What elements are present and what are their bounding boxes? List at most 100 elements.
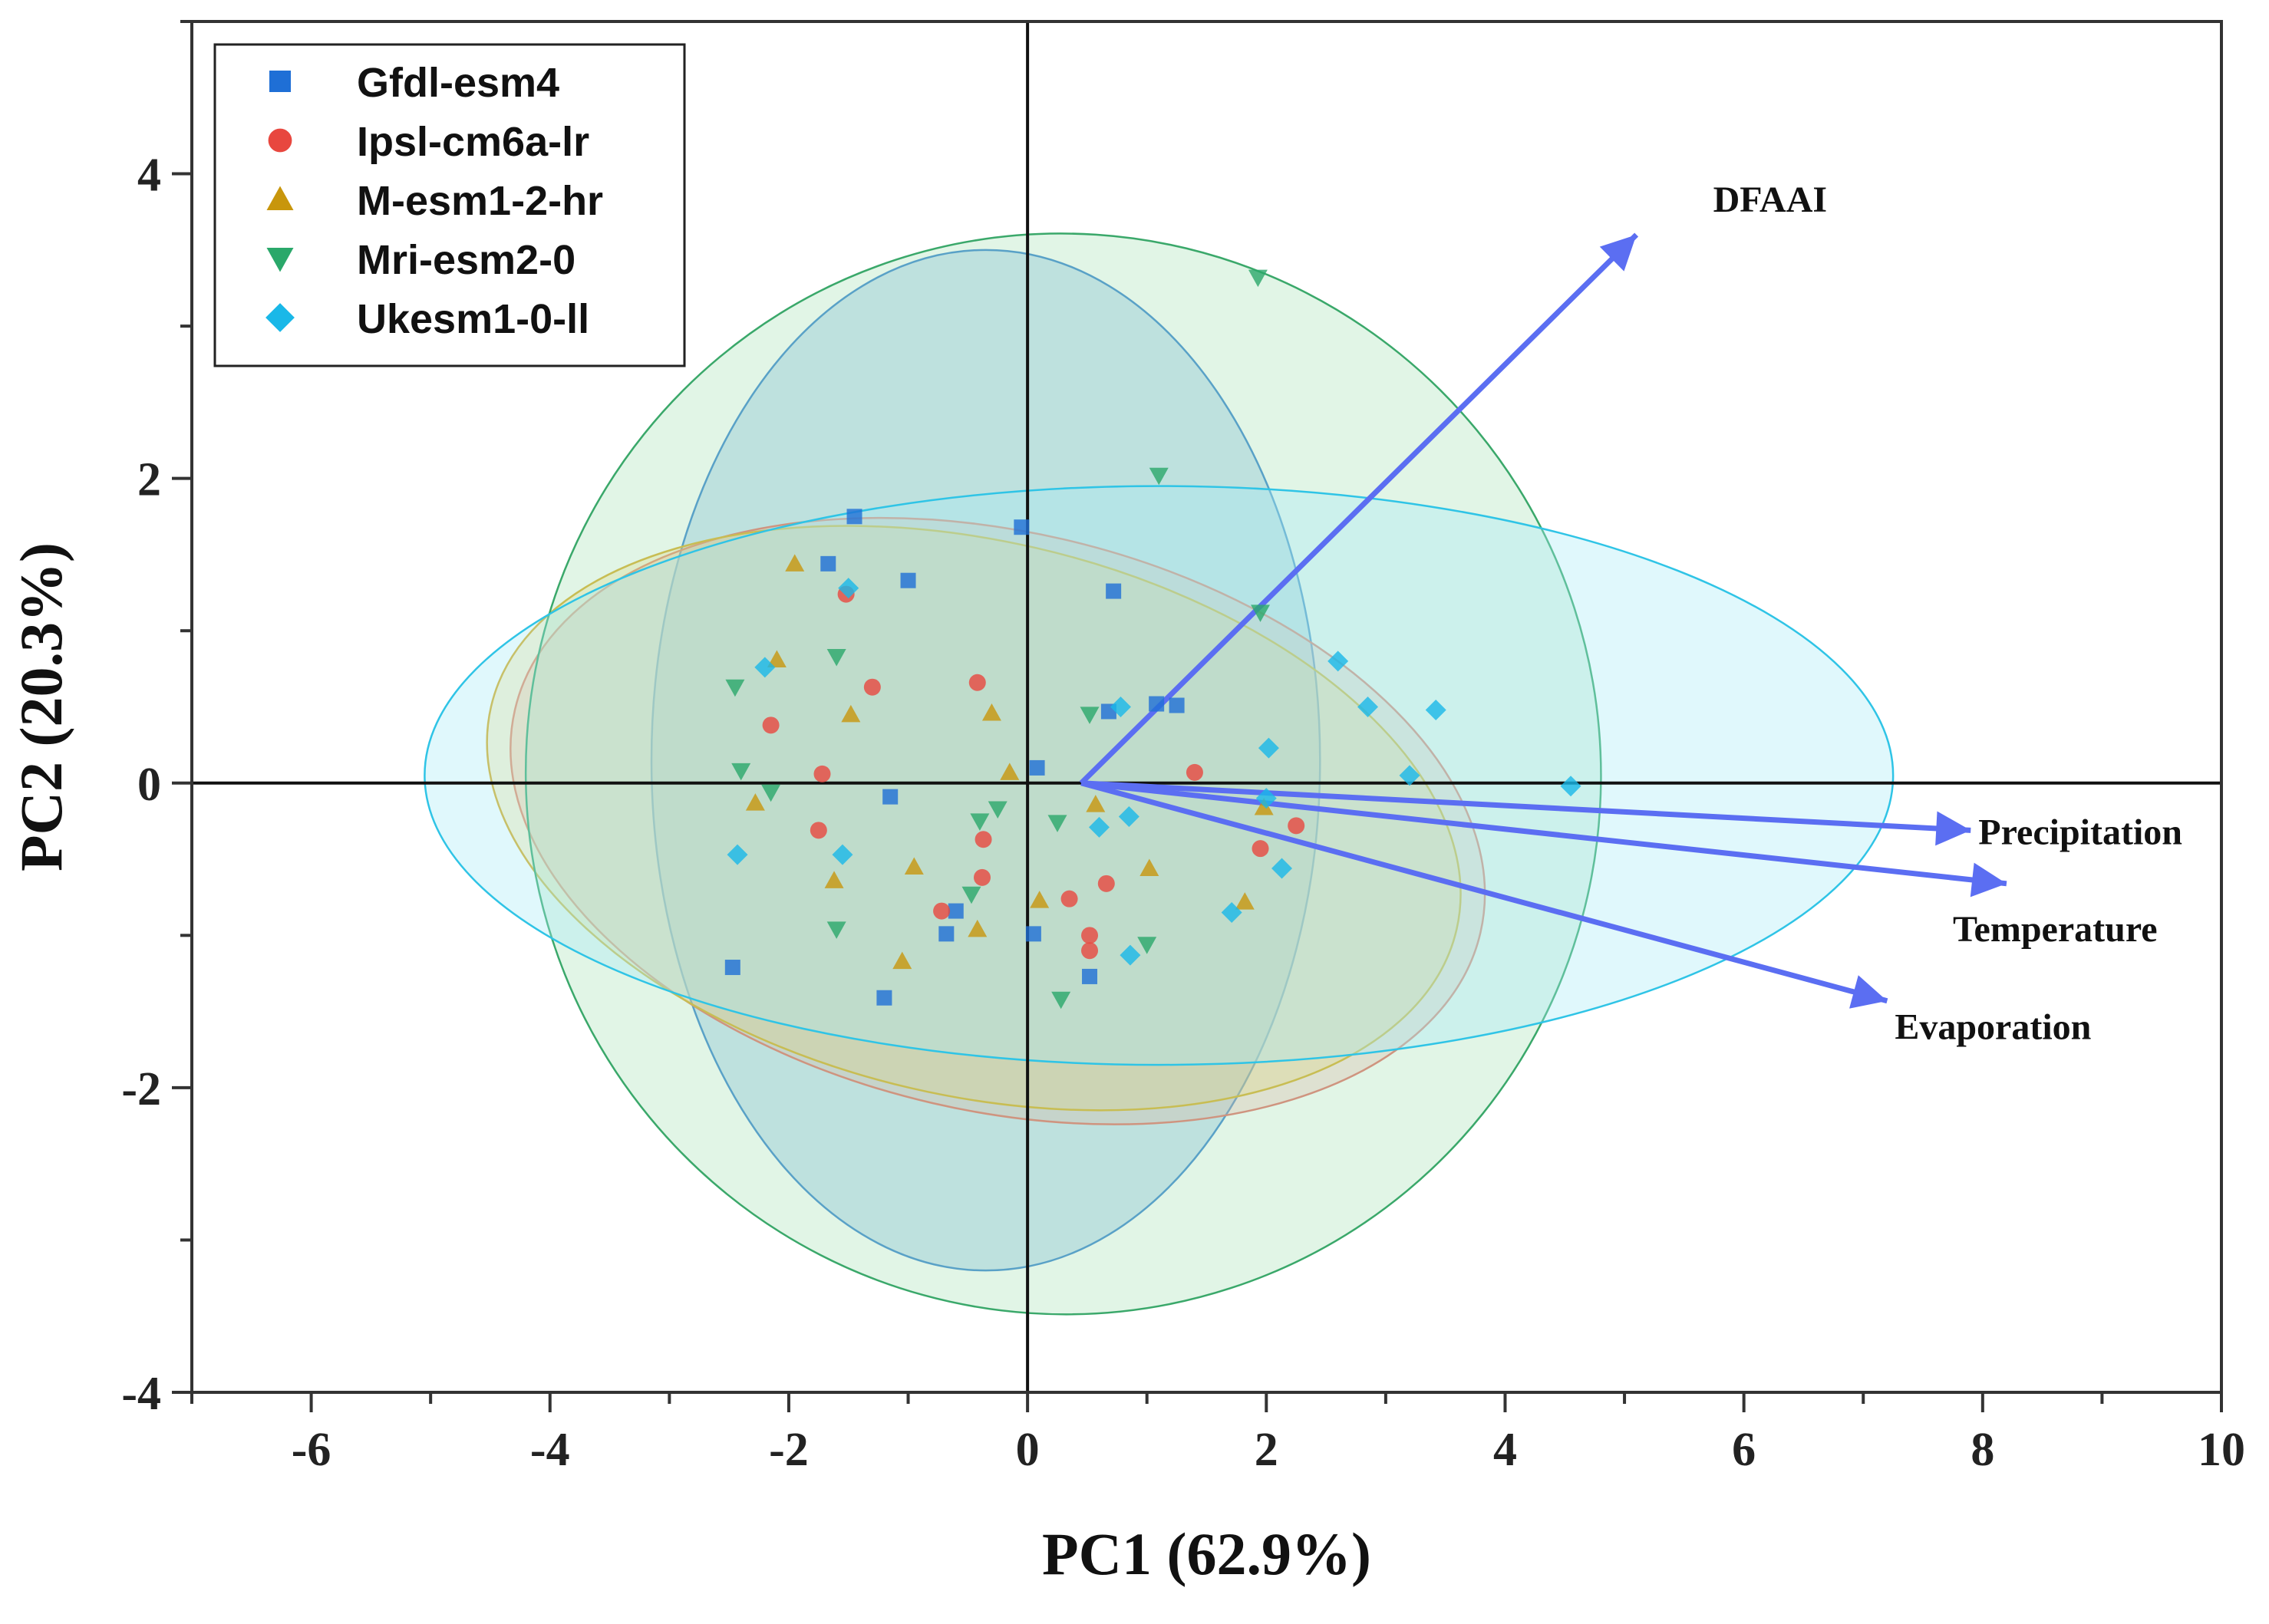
point-gfdl-esm4 xyxy=(1106,583,1122,599)
point-gfdl-esm4 xyxy=(1082,968,1098,984)
point-gfdl-esm4 xyxy=(900,572,916,588)
y-tick-label: 0 xyxy=(137,759,161,811)
point-ipsl-cm6a-lr xyxy=(762,716,780,734)
point-ukesm1-0-ll xyxy=(1399,765,1420,786)
point-gfdl-esm4 xyxy=(938,926,955,942)
point-mri-esm2-0 xyxy=(970,813,990,831)
point-mri-esm2-0 xyxy=(1248,269,1268,288)
x-tick-label: -6 xyxy=(292,1424,331,1476)
point-mri-esm2-0 xyxy=(725,679,745,697)
series-m-esm1-2-hr xyxy=(745,554,1274,970)
y-tick-label: 2 xyxy=(137,454,161,506)
x-tick-label: 4 xyxy=(1493,1424,1517,1476)
legend-marker-ipsl-cm6a-lr xyxy=(268,128,292,153)
x-tick-label: -2 xyxy=(769,1424,809,1476)
point-gfdl-esm4 xyxy=(846,509,862,525)
point-m-esm1-2-hr xyxy=(745,793,765,811)
legend-label-ukesm1-0-ll: Ukesm1-0-ll xyxy=(357,296,589,342)
plot-frame xyxy=(190,20,2223,1394)
legend-item-gfdl-esm4: Gfdl-esm4 xyxy=(269,60,559,106)
point-ukesm1-0-ll xyxy=(1110,697,1131,717)
loading-arrow-precipitation xyxy=(1080,780,1971,846)
point-mri-esm2-0 xyxy=(1149,467,1169,486)
y-tick-label: 4 xyxy=(137,150,161,202)
point-gfdl-esm4 xyxy=(1169,697,1185,713)
point-ipsl-cm6a-lr xyxy=(813,765,831,782)
x-tick-label: 2 xyxy=(1255,1424,1278,1476)
point-ipsl-cm6a-lr xyxy=(973,868,991,886)
point-m-esm1-2-hr xyxy=(1235,892,1255,910)
point-mri-esm2-0 xyxy=(988,801,1008,819)
point-gfdl-esm4 xyxy=(1025,926,1041,942)
point-mri-esm2-0 xyxy=(826,648,846,667)
point-m-esm1-2-hr xyxy=(1254,798,1274,815)
point-ukesm1-0-ll xyxy=(838,578,859,599)
legend-item-mri-esm2-0: Mri-esm2-0 xyxy=(266,237,575,283)
point-ukesm1-0-ll xyxy=(832,844,853,865)
ellipse-ukesm1-0-ll xyxy=(424,485,1895,1066)
point-m-esm1-2-hr xyxy=(841,704,861,723)
point-m-esm1-2-hr xyxy=(904,857,924,875)
ellipse-mri-esm2-0 xyxy=(524,232,1602,1316)
point-mri-esm2-0 xyxy=(961,886,981,904)
point-m-esm1-2-hr xyxy=(785,554,805,572)
loading-label-dfaai: DFAAI xyxy=(1713,180,1827,220)
loading-label-precipitation: Precipitation xyxy=(1978,812,2182,852)
ellipse-ipsl-cm6a-lr xyxy=(510,516,1486,1125)
point-ipsl-cm6a-lr xyxy=(975,831,992,848)
legend-marker-m-esm1-2-hr xyxy=(266,186,294,210)
y-axis-title: PC2 (20.3%) xyxy=(8,542,74,871)
point-ukesm1-0-ll xyxy=(1560,776,1581,797)
point-ipsl-cm6a-lr xyxy=(1288,817,1305,835)
point-ukesm1-0-ll xyxy=(727,844,748,865)
point-mri-esm2-0 xyxy=(731,763,751,781)
legend: Gfdl-esm4 Ipsl-cm6a-lr M-esm1-2-hr Mri-esm2… xyxy=(213,43,686,367)
point-ipsl-cm6a-lr xyxy=(863,678,881,696)
y-tick-label: -4 xyxy=(121,1368,161,1420)
point-ipsl-cm6a-lr xyxy=(1081,927,1099,944)
point-gfdl-esm4 xyxy=(724,960,740,976)
point-ipsl-cm6a-lr xyxy=(1252,840,1269,858)
point-m-esm1-2-hr xyxy=(824,871,844,888)
legend-label-gfdl-esm4: Gfdl-esm4 xyxy=(357,60,559,106)
point-m-esm1-2-hr xyxy=(1030,891,1050,908)
legend-marker-gfdl-esm4 xyxy=(269,71,291,92)
axis-ticks: -6 -4 -2 0 2 4 6 8 10 4 2 0 -2 -4 xyxy=(121,20,2245,1476)
point-m-esm1-2-hr xyxy=(767,650,787,667)
point-gfdl-esm4 xyxy=(820,555,836,572)
point-ukesm1-0-ll xyxy=(754,657,776,678)
x-tick-label: 8 xyxy=(1971,1424,1994,1476)
point-ipsl-cm6a-lr xyxy=(968,674,986,691)
legend-item-ipsl-cm6a-lr: Ipsl-cm6a-lr xyxy=(268,119,589,165)
point-ipsl-cm6a-lr xyxy=(810,822,827,839)
point-gfdl-esm4 xyxy=(1149,696,1165,712)
point-gfdl-esm4 xyxy=(948,903,964,919)
legend-marker-ukesm1-0-ll xyxy=(265,303,295,332)
loading-label-evaporation: Evaporation xyxy=(1895,1007,2091,1048)
point-ipsl-cm6a-lr xyxy=(1060,890,1078,908)
point-ipsl-cm6a-lr xyxy=(933,902,951,920)
point-mri-esm2-0 xyxy=(761,784,781,802)
x-tick-label: -4 xyxy=(530,1424,570,1476)
point-gfdl-esm4 xyxy=(1014,519,1030,535)
x-tick-label: 6 xyxy=(1732,1424,1756,1476)
x-axis-title: PC1 (62.9%) xyxy=(1042,1520,1371,1587)
point-m-esm1-2-hr xyxy=(981,703,1001,721)
point-ukesm1-0-ll xyxy=(1357,697,1379,717)
point-ukesm1-0-ll xyxy=(1271,858,1293,879)
series-ukesm1-0-ll xyxy=(727,578,1581,966)
data-points xyxy=(724,269,1581,1010)
loading-arrow-temperature xyxy=(1080,780,2007,898)
point-ukesm1-0-ll xyxy=(1120,944,1141,966)
loading-label-temperature: Temperature xyxy=(1953,909,2158,950)
loading-arrow-evaporation xyxy=(1080,780,1888,1009)
legend-label-mri-esm2-0: Mri-esm2-0 xyxy=(357,237,575,283)
point-ukesm1-0-ll xyxy=(1258,737,1279,759)
loading-arrow-dfaai xyxy=(1079,232,1639,786)
point-mri-esm2-0 xyxy=(1251,604,1271,622)
point-ukesm1-0-ll xyxy=(1221,902,1242,924)
legend-item-m-esm1-2-hr: M-esm1-2-hr xyxy=(266,178,603,224)
point-ukesm1-0-ll xyxy=(1255,788,1277,809)
point-gfdl-esm4 xyxy=(1029,759,1045,776)
